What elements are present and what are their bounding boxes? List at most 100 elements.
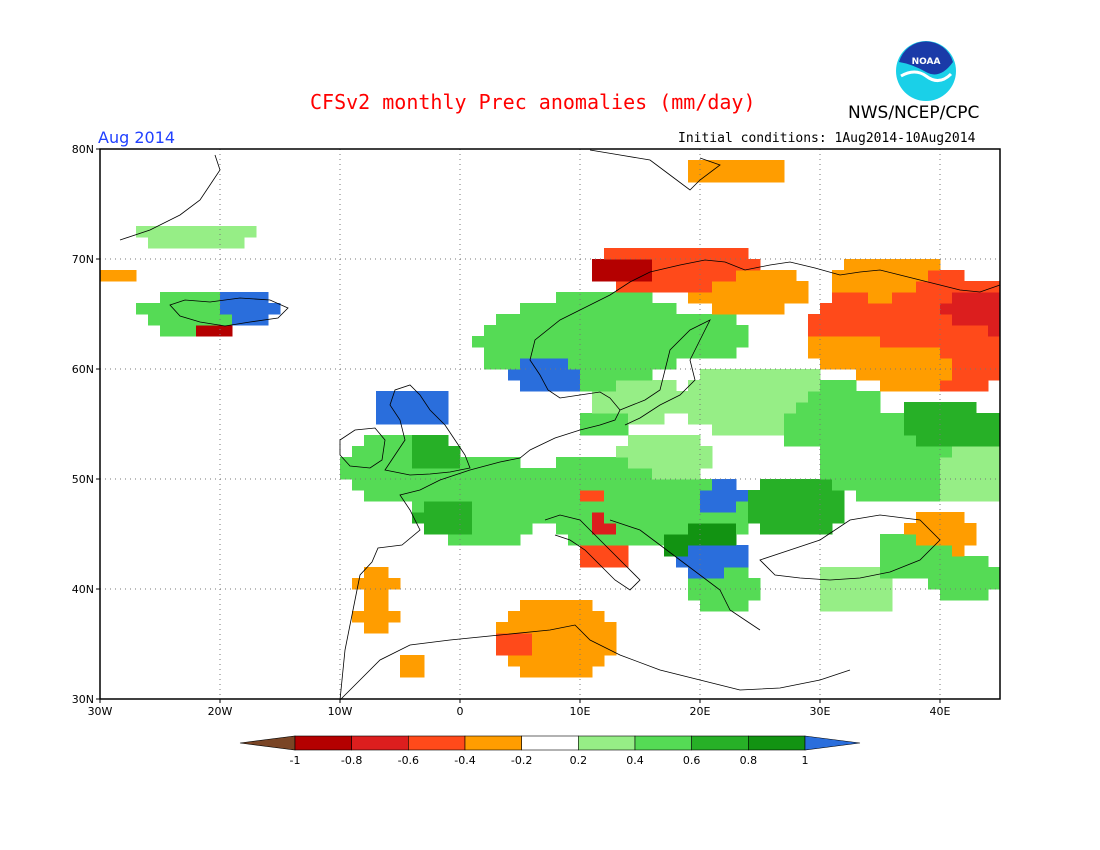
anomaly-cell	[892, 457, 905, 469]
anomaly-cell	[808, 424, 821, 436]
anomaly-cell	[688, 160, 701, 172]
anomaly-cell	[940, 589, 953, 601]
anomaly-cell	[484, 347, 497, 359]
anomaly-cell	[376, 622, 389, 634]
anomaly-cell	[616, 358, 629, 370]
anomaly-cell	[904, 534, 917, 546]
anomaly-cell	[208, 303, 221, 315]
anomaly-cell	[844, 402, 857, 414]
anomaly-cell	[844, 391, 857, 403]
anomaly-cell	[400, 468, 413, 480]
anomaly-cell	[760, 391, 773, 403]
anomaly-cell	[364, 600, 377, 612]
anomaly-cell	[532, 479, 545, 491]
noaa-logo-icon: NOAA	[896, 41, 956, 101]
anomaly-cell	[760, 523, 773, 535]
anomaly-cell	[484, 490, 497, 502]
anomaly-cell	[364, 435, 377, 447]
anomaly-cell	[628, 248, 641, 260]
anomaly-cell	[568, 633, 581, 645]
anomaly-cell	[940, 578, 953, 590]
anomaly-cell	[700, 490, 713, 502]
anomaly-cell	[748, 292, 761, 304]
anomaly-cell	[712, 523, 725, 535]
anomaly-cell	[580, 490, 593, 502]
anomaly-cell	[940, 347, 953, 359]
anomaly-cell	[340, 468, 353, 480]
anomaly-cell	[976, 479, 989, 491]
anomaly-cell	[496, 457, 509, 469]
anomaly-cell	[952, 556, 965, 568]
anomaly-cell	[376, 611, 389, 623]
anomaly-cell	[652, 501, 665, 513]
anomaly-cell	[916, 314, 929, 326]
anomaly-cell	[724, 314, 737, 326]
anomaly-cell	[748, 369, 761, 381]
anomaly-cell	[688, 391, 701, 403]
anomaly-cell	[580, 325, 593, 337]
anomaly-cell	[664, 479, 677, 491]
anomaly-cell	[628, 457, 641, 469]
anomaly-cell	[736, 402, 749, 414]
anomaly-cell	[376, 479, 389, 491]
anomaly-cell	[760, 413, 773, 425]
anomaly-cell	[952, 292, 965, 304]
anomaly-cell	[676, 336, 689, 348]
anomaly-cell	[364, 622, 377, 634]
anomaly-cell	[616, 292, 629, 304]
anomaly-cell	[604, 369, 617, 381]
anomaly-cell	[544, 600, 557, 612]
anomaly-cell	[784, 369, 797, 381]
anomaly-cell	[472, 490, 485, 502]
anomaly-cell	[580, 413, 593, 425]
anomaly-cell	[700, 578, 713, 590]
anomaly-cell	[664, 347, 677, 359]
anomaly-cell	[808, 391, 821, 403]
anomaly-cell	[808, 435, 821, 447]
anomaly-cell	[784, 292, 797, 304]
anomaly-cell	[580, 666, 593, 678]
anomaly-cell	[616, 248, 629, 260]
legend-label: -0.6	[398, 754, 419, 767]
anomaly-cell	[436, 413, 449, 425]
anomaly-cell	[880, 468, 893, 480]
anomaly-cell	[952, 490, 965, 502]
anomaly-cell	[856, 578, 869, 590]
anomaly-cell	[988, 303, 1001, 315]
anomaly-cell	[592, 490, 605, 502]
anomaly-cell	[724, 336, 737, 348]
anomaly-cell	[532, 325, 545, 337]
anomaly-cell	[856, 391, 869, 403]
anomaly-cell	[412, 391, 425, 403]
anomaly-cell	[184, 237, 197, 249]
anomaly-cell	[160, 237, 173, 249]
anomaly-cell	[592, 501, 605, 513]
anomaly-cell	[676, 270, 689, 282]
coastlines	[119, 149, 1001, 701]
anomaly-cell	[580, 622, 593, 634]
anomaly-cell	[604, 468, 617, 480]
anomaly-cell	[412, 435, 425, 447]
anomaly-cell	[580, 303, 593, 315]
anomaly-cell	[712, 281, 725, 293]
anomaly-cell	[928, 435, 941, 447]
anomaly-cell	[856, 270, 869, 282]
anomaly-cell	[928, 512, 941, 524]
anomaly-cell	[700, 556, 713, 568]
anomaly-cell	[916, 281, 929, 293]
anomaly-cell	[604, 380, 617, 392]
anomaly-cell	[604, 490, 617, 502]
anomaly-cell	[604, 358, 617, 370]
anomaly-cell	[952, 446, 965, 458]
anomaly-cell	[700, 479, 713, 491]
anomaly-cell	[976, 424, 989, 436]
anomaly-cell	[964, 479, 977, 491]
anomaly-cell	[208, 325, 221, 337]
anomaly-cell	[904, 457, 917, 469]
anomaly-cell	[520, 512, 533, 524]
anomaly-cell	[568, 292, 581, 304]
anomaly-cell	[640, 347, 653, 359]
anomaly-cell	[568, 501, 581, 513]
anomaly-cell	[940, 534, 953, 546]
anomaly-cell	[940, 490, 953, 502]
